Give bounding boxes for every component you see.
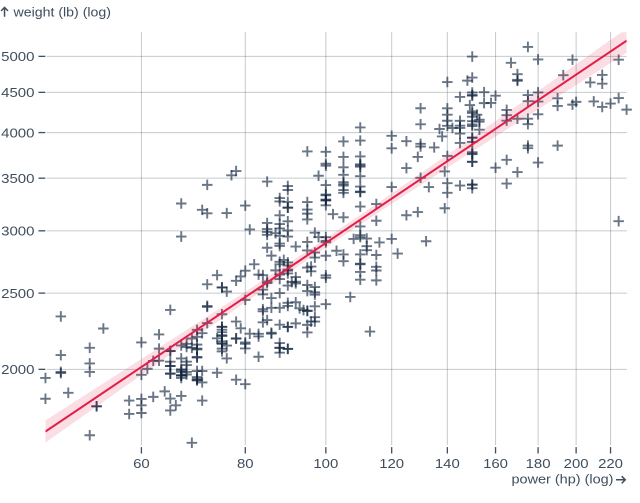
svg-text:2000: 2000 [1, 362, 34, 377]
svg-text:3000: 3000 [1, 224, 34, 239]
svg-text:2500: 2500 [1, 286, 34, 301]
svg-text:140: 140 [435, 456, 460, 471]
svg-text:80: 80 [237, 456, 254, 471]
svg-text:5000: 5000 [1, 49, 34, 64]
svg-text:4000: 4000 [1, 125, 34, 140]
svg-text:3500: 3500 [1, 171, 34, 186]
svg-text:220: 220 [598, 456, 623, 471]
svg-text:160: 160 [483, 456, 508, 471]
svg-text:weight (lb) (log): weight (lb) (log) [12, 4, 111, 19]
svg-text:200: 200 [564, 456, 589, 471]
svg-text:120: 120 [379, 456, 404, 471]
svg-text:180: 180 [526, 456, 551, 471]
svg-text:power (hp) (log): power (hp) (log) [512, 472, 614, 487]
svg-text:4500: 4500 [1, 85, 34, 100]
svg-text:60: 60 [133, 456, 150, 471]
svg-text:100: 100 [313, 456, 338, 471]
